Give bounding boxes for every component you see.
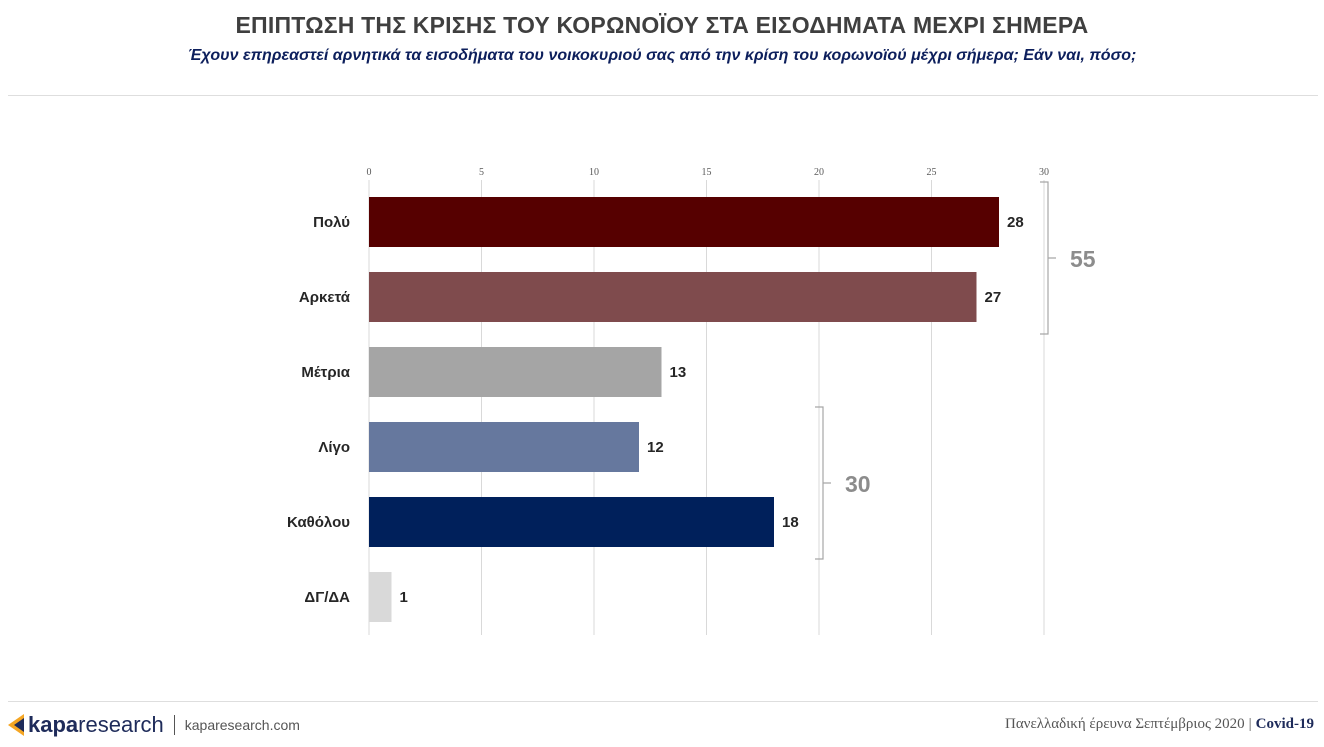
category-label: Αρκετά xyxy=(299,289,351,306)
bar xyxy=(369,347,662,397)
brand-name-light: research xyxy=(78,712,164,737)
group-bracket xyxy=(1040,181,1056,335)
group-bracket xyxy=(815,406,831,560)
footer-brand: kapa research kaparesearch.com xyxy=(8,708,300,742)
x-tick-label: 15 xyxy=(702,167,712,178)
brand-name-bold: kapa xyxy=(28,712,79,737)
bar xyxy=(369,197,999,247)
category-label: Λίγο xyxy=(318,439,350,456)
group-total-label: 30 xyxy=(845,471,871,497)
category-label: Καθόλου xyxy=(287,514,350,531)
value-label: 27 xyxy=(985,289,1002,306)
footer-divider xyxy=(8,701,1318,702)
x-tick-label: 30 xyxy=(1039,167,1049,178)
bar xyxy=(369,497,774,547)
bar xyxy=(369,272,977,322)
group-total-label: 55 xyxy=(1070,246,1096,272)
value-label: 28 xyxy=(1007,214,1024,231)
x-tick-label: 10 xyxy=(589,167,599,178)
page-title: ΕΠΙΠΤΩΣΗ ΤΗΣ ΚΡΙΣΗΣ ΤΟΥ ΚΟΡΩΝΟΪΟΥ ΣΤΑ ΕΙ… xyxy=(235,12,1089,38)
bar xyxy=(369,572,392,622)
covid-tag: Covid-19 xyxy=(1255,716,1314,732)
x-tick-label: 20 xyxy=(814,167,824,178)
value-label: 13 xyxy=(670,364,687,381)
page-subtitle: Έχουν επηρεαστεί αρνητικά τα εισοδήματα … xyxy=(187,47,1137,64)
survey-separator: | xyxy=(1248,716,1252,732)
category-label: Μέτρια xyxy=(301,364,350,381)
value-label: 1 xyxy=(400,589,408,606)
x-tick-label: 25 xyxy=(927,167,937,178)
header-divider xyxy=(8,95,1318,96)
survey-label: Πανελλαδική έρευνα Σεπτέμβριος 2020 xyxy=(1004,716,1245,732)
footer-separator-line xyxy=(173,715,175,735)
website-link[interactable]: kaparesearch.com xyxy=(184,717,300,733)
value-label: 18 xyxy=(782,514,799,531)
x-tick-label: 0 xyxy=(367,167,372,178)
value-label: 12 xyxy=(647,439,664,456)
bar-chart: 0 5 10 15 20 25 30 Πολύ 28 Αρκετά 27 Μέτρια 13 Λίγο 12… xyxy=(287,167,1096,635)
x-tick-label: 5 xyxy=(479,167,484,178)
bar xyxy=(369,422,639,472)
kapa-logo-icon xyxy=(8,714,24,736)
category-label: Πολύ xyxy=(313,214,350,231)
category-label: ΔΓ/ΔΑ xyxy=(304,589,350,606)
survey-info: Πανελλαδική έρευνα Σεπτέμβριος 2020 | Covi… xyxy=(1005,716,1314,733)
